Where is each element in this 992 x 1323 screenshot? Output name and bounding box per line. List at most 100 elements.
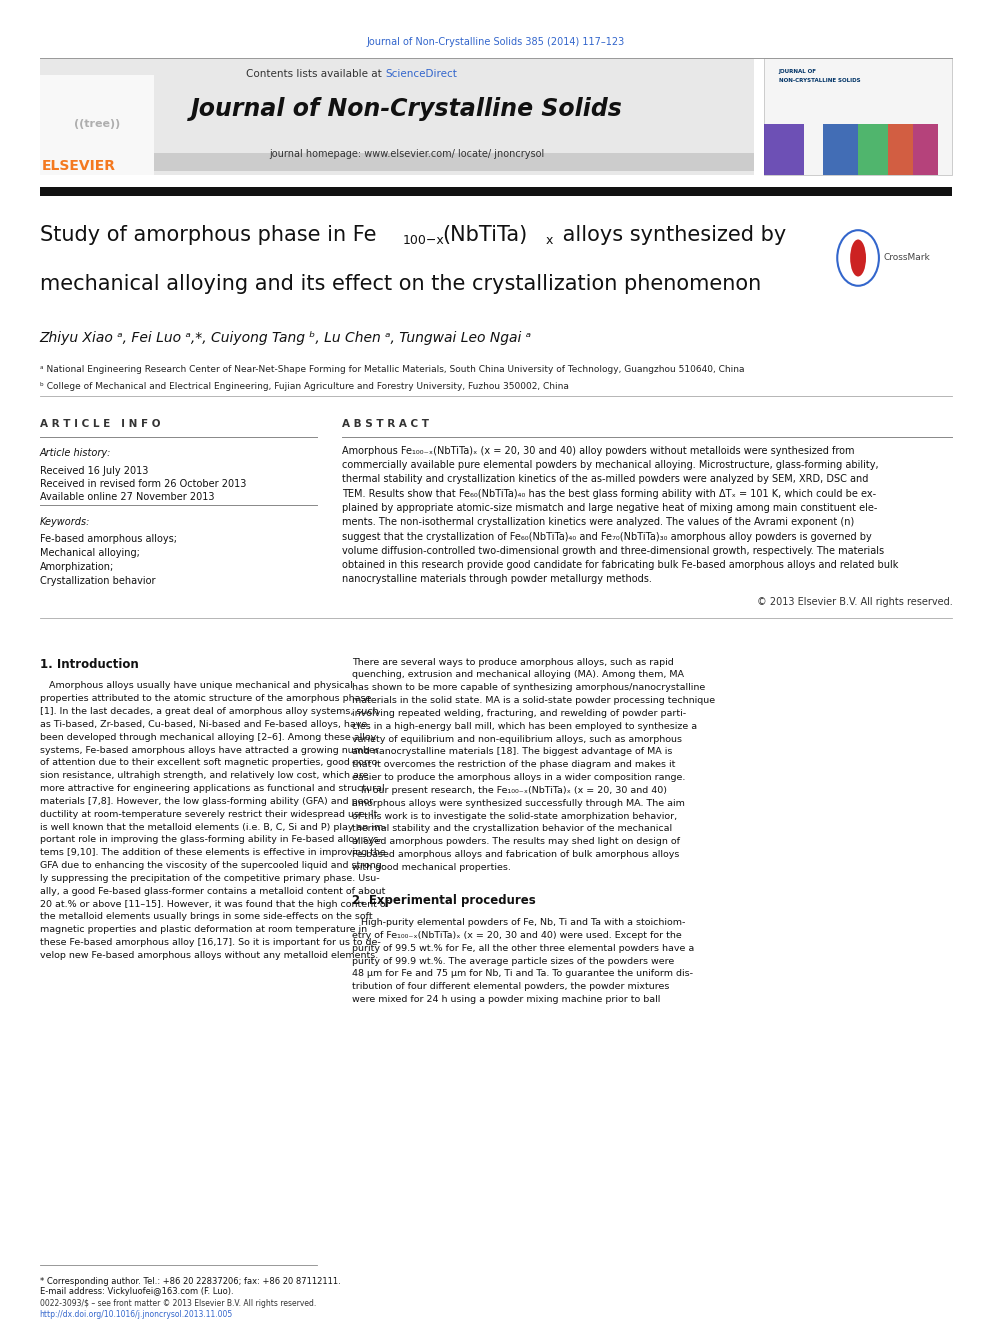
- Text: A R T I C L E   I N F O: A R T I C L E I N F O: [40, 419, 160, 430]
- Text: tribution of four different elemental powders, the powder mixtures: tribution of four different elemental po…: [352, 982, 670, 991]
- Text: 20 at.% or above [11–15]. However, it was found that the high content of: 20 at.% or above [11–15]. However, it wa…: [40, 900, 389, 909]
- Bar: [40, 75, 154, 175]
- Text: Study of amorphous phase in Fe: Study of amorphous phase in Fe: [40, 225, 376, 245]
- Bar: [40, 187, 952, 196]
- Text: quenching, extrusion and mechanical alloying (MA). Among them, MA: quenching, extrusion and mechanical allo…: [352, 671, 684, 680]
- Text: 100−x: 100−x: [403, 234, 444, 247]
- Text: Fe-based amorphous alloys and fabrication of bulk amorphous alloys: Fe-based amorphous alloys and fabricatio…: [352, 851, 680, 859]
- Text: 1. Introduction: 1. Introduction: [40, 658, 139, 671]
- Text: [1]. In the last decades, a great deal of amorphous alloy systems, such: [1]. In the last decades, a great deal o…: [40, 706, 378, 716]
- Text: Amorphous alloys usually have unique mechanical and physical: Amorphous alloys usually have unique mec…: [40, 681, 352, 691]
- Text: purity of 99.5 wt.% for Fe, all the other three elemental powders have a: purity of 99.5 wt.% for Fe, all the othe…: [352, 943, 694, 953]
- Text: involving repeated welding, fracturing, and rewelding of powder parti-: involving repeated welding, fracturing, …: [352, 709, 686, 718]
- Bar: [888, 124, 913, 175]
- Text: ((tree)): ((tree)): [74, 119, 120, 130]
- Text: mechanical alloying and its effect on the crystallization phenomenon: mechanical alloying and its effect on th…: [40, 274, 761, 294]
- Text: tems [9,10]. The addition of these elements is effective in improving the: tems [9,10]. The addition of these eleme…: [40, 848, 386, 857]
- Text: ally, a good Fe-based glass-former contains a metalloid content of about: ally, a good Fe-based glass-former conta…: [40, 886, 385, 896]
- Text: Article history:: Article history:: [40, 448, 111, 459]
- Text: Fe-based amorphous alloys;: Fe-based amorphous alloys;: [40, 534, 177, 545]
- Text: http://dx.doi.org/10.1016/j.jnoncrysol.2013.11.005: http://dx.doi.org/10.1016/j.jnoncrysol.2…: [40, 1310, 233, 1319]
- Text: Received in revised form 26 October 2013: Received in revised form 26 October 2013: [40, 479, 246, 490]
- Text: Journal of Non-Crystalline Solids: Journal of Non-Crystalline Solids: [190, 97, 623, 120]
- Text: velop new Fe-based amorphous alloys without any metalloid elements.: velop new Fe-based amorphous alloys with…: [40, 951, 378, 960]
- Text: journal homepage: www.elsevier.com/ locate/ jnoncrysol: journal homepage: www.elsevier.com/ loca…: [269, 149, 545, 160]
- Text: 0022-3093/$ – see front matter © 2013 Elsevier B.V. All rights reserved.: 0022-3093/$ – see front matter © 2013 El…: [40, 1299, 315, 1308]
- Bar: [40, 153, 754, 171]
- Text: amorphous alloys were synthesized successfully through MA. The aim: amorphous alloys were synthesized succes…: [352, 799, 685, 808]
- Text: of attention due to their excellent soft magnetic properties, good corro-: of attention due to their excellent soft…: [40, 758, 380, 767]
- Text: ductility at room-temperature severely restrict their widespread use. It: ductility at room-temperature severely r…: [40, 810, 377, 819]
- Text: has shown to be more capable of synthesizing amorphous/nanocrystalline: has shown to be more capable of synthesi…: [352, 683, 705, 692]
- Text: these Fe-based amorphous alloy [16,17]. So it is important for us to de-: these Fe-based amorphous alloy [16,17]. …: [40, 938, 380, 947]
- Text: Amorphization;: Amorphization;: [40, 562, 114, 573]
- Text: thermal stability and crystallization kinetics of the as-milled powders were ana: thermal stability and crystallization ki…: [342, 475, 869, 484]
- Text: that it overcomes the restriction of the phase diagram and makes it: that it overcomes the restriction of the…: [352, 761, 676, 769]
- Text: TEM. Results show that Fe₆₀(NbTiTa)₄₀ has the best glass forming ability with ΔT: TEM. Results show that Fe₆₀(NbTiTa)₄₀ ha…: [342, 488, 876, 499]
- Text: In our present research, the Fe₁₀₀₋ₓ(NbTiTa)ₓ (x = 20, 30 and 40): In our present research, the Fe₁₀₀₋ₓ(NbT…: [352, 786, 668, 795]
- Text: were mixed for 24 h using a powder mixing machine prior to ball: were mixed for 24 h using a powder mixin…: [352, 995, 661, 1004]
- Text: JOURNAL OF: JOURNAL OF: [779, 69, 816, 74]
- Text: purity of 99.9 wt.%. The average particle sizes of the powders were: purity of 99.9 wt.%. The average particl…: [352, 957, 675, 966]
- Text: more attractive for engineering applications as functional and structural: more attractive for engineering applicat…: [40, 785, 384, 792]
- Text: as Ti-based, Zr-based, Cu-based, Ni-based and Fe-based alloys, have: as Ti-based, Zr-based, Cu-based, Ni-base…: [40, 720, 367, 729]
- Text: plained by appropriate atomic-size mismatch and large negative heat of mixing am: plained by appropriate atomic-size misma…: [342, 503, 878, 513]
- Bar: [40, 58, 754, 175]
- Text: ScienceDirect: ScienceDirect: [385, 69, 456, 79]
- Text: etry of Fe₁₀₀₋ₓ(NbTiTa)ₓ (x = 20, 30 and 40) were used. Except for the: etry of Fe₁₀₀₋ₓ(NbTiTa)ₓ (x = 20, 30 and…: [352, 931, 682, 939]
- Text: x: x: [546, 234, 553, 247]
- Text: ly suppressing the precipitation of the competitive primary phase. Usu-: ly suppressing the precipitation of the …: [40, 875, 379, 882]
- Text: been developed through mechanical alloying [2–6]. Among these alloy: been developed through mechanical alloyi…: [40, 733, 376, 742]
- Bar: [913, 124, 938, 175]
- Text: volume diffusion-controlled two-dimensional growth and three-dimensional growth,: volume diffusion-controlled two-dimensio…: [342, 546, 884, 556]
- Text: © 2013 Elsevier B.V. All rights reserved.: © 2013 Elsevier B.V. All rights reserved…: [757, 597, 952, 607]
- Text: portant role in improving the glass-forming ability in Fe-based alloy sys-: portant role in improving the glass-form…: [40, 835, 382, 844]
- Text: ᵃ National Engineering Research Center of Near-Net-Shape Forming for Metallic Ma: ᵃ National Engineering Research Center o…: [40, 365, 744, 374]
- Text: easier to produce the amorphous alloys in a wider composition range.: easier to produce the amorphous alloys i…: [352, 773, 685, 782]
- Text: ELSEVIER: ELSEVIER: [42, 159, 116, 173]
- Bar: [764, 58, 952, 175]
- Text: A B S T R A C T: A B S T R A C T: [342, 419, 430, 430]
- Text: CrossMark: CrossMark: [884, 254, 930, 262]
- Text: Crystallization behavior: Crystallization behavior: [40, 577, 155, 586]
- Text: alloys synthesized by: alloys synthesized by: [556, 225, 786, 245]
- Text: materials in the solid state. MA is a solid-state powder processing technique: materials in the solid state. MA is a so…: [352, 696, 715, 705]
- Text: materials [7,8]. However, the low glass-forming ability (GFA) and poor: materials [7,8]. However, the low glass-…: [40, 796, 373, 806]
- Text: ments. The non-isothermal crystallization kinetics were analyzed. The values of : ments. The non-isothermal crystallizatio…: [342, 517, 854, 528]
- Text: Journal of Non-Crystalline Solids 385 (2014) 117–123: Journal of Non-Crystalline Solids 385 (2…: [367, 37, 625, 48]
- Text: obtained in this research provide good candidate for fabricating bulk Fe-based a: obtained in this research provide good c…: [342, 560, 899, 570]
- Text: alloyed amorphous powders. The results may shed light on design of: alloyed amorphous powders. The results m…: [352, 837, 681, 847]
- Text: NON-CRYSTALLINE SOLIDS: NON-CRYSTALLINE SOLIDS: [779, 78, 860, 83]
- Text: GFA due to enhancing the viscosity of the supercooled liquid and strong-: GFA due to enhancing the viscosity of th…: [40, 861, 385, 871]
- Text: and nanocrystalline materials [18]. The biggest advantage of MA is: and nanocrystalline materials [18]. The …: [352, 747, 673, 757]
- Text: magnetic properties and plastic deformation at room temperature in: magnetic properties and plastic deformat…: [40, 925, 367, 934]
- Text: There are several ways to produce amorphous alloys, such as rapid: There are several ways to produce amorph…: [352, 658, 674, 667]
- Text: is well known that the metalloid elements (i.e. B, C, Si and P) play an im-: is well known that the metalloid element…: [40, 823, 386, 832]
- Ellipse shape: [850, 239, 866, 277]
- Bar: [764, 124, 804, 175]
- Text: Contents lists available at: Contents lists available at: [246, 69, 385, 79]
- Text: Mechanical alloying;: Mechanical alloying;: [40, 549, 140, 558]
- Text: Zhiyu Xiao ᵃ, Fei Luo ᵃ,*, Cuiyong Tang ᵇ, Lu Chen ᵃ, Tungwai Leo Ngai ᵃ: Zhiyu Xiao ᵃ, Fei Luo ᵃ,*, Cuiyong Tang …: [40, 331, 532, 345]
- Text: High-purity elemental powders of Fe, Nb, Ti and Ta with a stoichiom-: High-purity elemental powders of Fe, Nb,…: [352, 918, 685, 927]
- Text: E-mail address: Vickyluofei@163.com (F. Luo).: E-mail address: Vickyluofei@163.com (F. …: [40, 1287, 233, 1297]
- Text: with good mechanical properties.: with good mechanical properties.: [352, 863, 511, 872]
- Text: thermal stability and the crystallization behavior of the mechanical: thermal stability and the crystallizatio…: [352, 824, 673, 833]
- Text: suggest that the crystallization of Fe₆₀(NbTiTa)₄₀ and Fe₇₀(NbTiTa)₃₀ amorphous : suggest that the crystallization of Fe₆₀…: [342, 532, 872, 541]
- Text: Received 16 July 2013: Received 16 July 2013: [40, 466, 148, 476]
- Text: the metalloid elements usually brings in some side-effects on the soft: the metalloid elements usually brings in…: [40, 913, 372, 921]
- Text: commercially available pure elemental powders by mechanical alloying. Microstruc: commercially available pure elemental po…: [342, 460, 879, 470]
- Text: 48 μm for Fe and 75 μm for Nb, Ti and Ta. To guarantee the uniform dis-: 48 μm for Fe and 75 μm for Nb, Ti and Ta…: [352, 970, 693, 979]
- Text: sion resistance, ultrahigh strength, and relatively low cost, which are: sion resistance, ultrahigh strength, and…: [40, 771, 368, 781]
- Text: 2. Experimental procedures: 2. Experimental procedures: [352, 894, 536, 908]
- Text: systems, Fe-based amorphous alloys have attracted a growing number: systems, Fe-based amorphous alloys have …: [40, 746, 379, 754]
- Text: ᵇ College of Mechanical and Electrical Engineering, Fujian Agriculture and Fores: ᵇ College of Mechanical and Electrical E…: [40, 382, 568, 392]
- Text: * Corresponding author. Tel.: +86 20 22837206; fax: +86 20 87112111.: * Corresponding author. Tel.: +86 20 228…: [40, 1277, 340, 1286]
- Text: variety of equilibrium and non-equilibrium alloys, such as amorphous: variety of equilibrium and non-equilibri…: [352, 734, 682, 744]
- Bar: [858, 124, 888, 175]
- Text: cles in a high-energy ball mill, which has been employed to synthesize a: cles in a high-energy ball mill, which h…: [352, 722, 697, 730]
- Text: properties attributed to the atomic structure of the amorphous phase: properties attributed to the atomic stru…: [40, 695, 371, 704]
- Text: (NbTiTa): (NbTiTa): [442, 225, 528, 245]
- Text: of this work is to investigate the solid-state amorphization behavior,: of this work is to investigate the solid…: [352, 811, 678, 820]
- Bar: [823, 124, 858, 175]
